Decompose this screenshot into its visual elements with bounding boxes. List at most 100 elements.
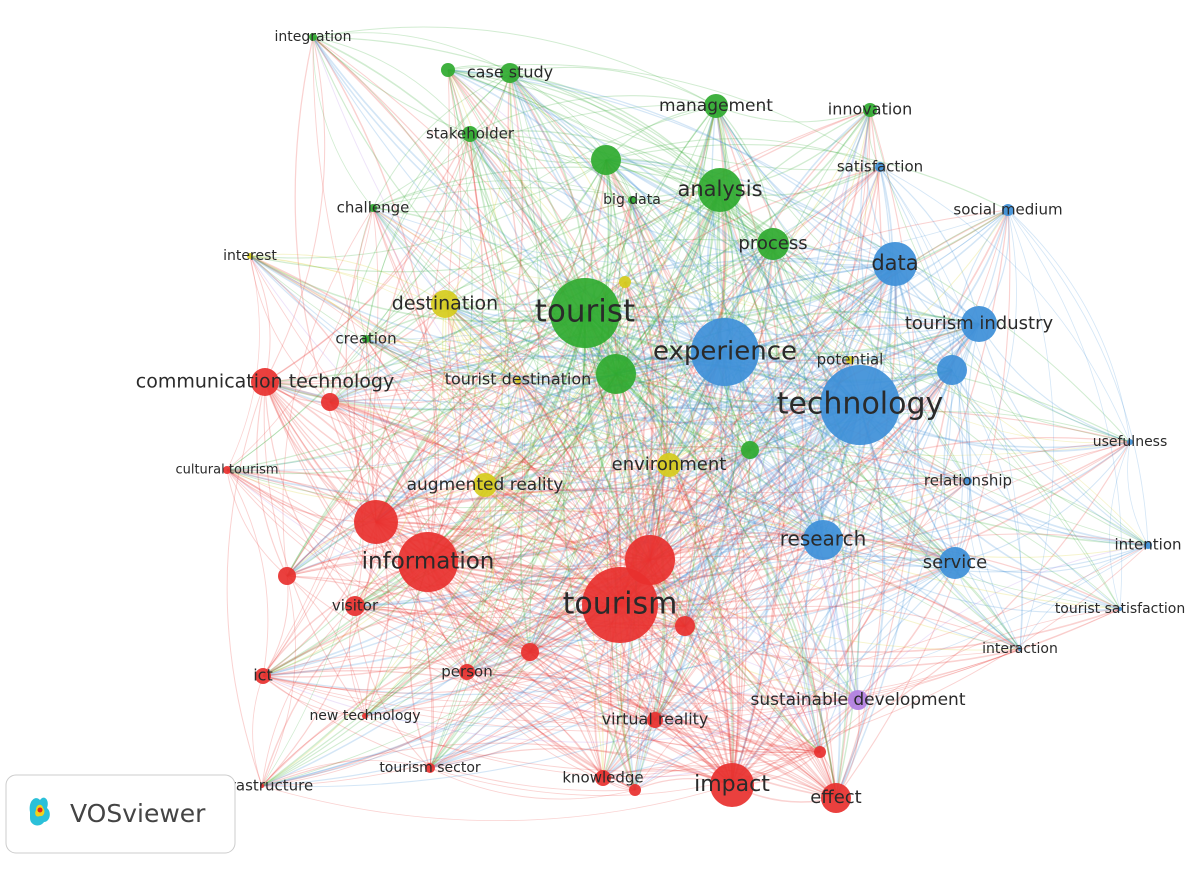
edge bbox=[261, 404, 861, 787]
node-label: analysis bbox=[677, 177, 762, 201]
edge bbox=[529, 404, 861, 653]
edge bbox=[226, 207, 374, 471]
edge bbox=[509, 72, 721, 191]
edge bbox=[249, 255, 486, 486]
edge bbox=[720, 351, 821, 753]
node-label: innovation bbox=[828, 100, 912, 119]
edge bbox=[715, 105, 871, 123]
edge bbox=[715, 105, 953, 371]
edge bbox=[372, 207, 859, 701]
node bbox=[675, 616, 695, 636]
edge bbox=[286, 159, 607, 577]
edge bbox=[749, 449, 859, 701]
edge bbox=[429, 369, 953, 769]
edge bbox=[226, 469, 288, 577]
edges bbox=[226, 26, 1149, 822]
edge bbox=[329, 72, 511, 403]
edge bbox=[365, 238, 774, 340]
edge bbox=[447, 69, 774, 245]
node bbox=[1127, 439, 1133, 445]
edge bbox=[584, 312, 837, 799]
edge bbox=[312, 36, 617, 375]
edge bbox=[372, 207, 651, 561]
edge bbox=[249, 255, 821, 753]
edge bbox=[427, 243, 774, 563]
node bbox=[757, 228, 789, 260]
edge bbox=[312, 26, 717, 107]
edge bbox=[264, 379, 519, 405]
edge bbox=[631, 199, 751, 451]
edge bbox=[509, 72, 726, 353]
node-label: infrastructure bbox=[211, 777, 313, 795]
edge bbox=[429, 379, 524, 769]
edge bbox=[226, 469, 821, 753]
edge bbox=[684, 533, 1149, 627]
edge bbox=[249, 255, 519, 381]
edge bbox=[605, 159, 980, 325]
edge bbox=[724, 351, 969, 482]
node bbox=[629, 784, 641, 796]
node bbox=[515, 377, 521, 383]
node-label: impact bbox=[694, 772, 770, 797]
edge bbox=[634, 699, 859, 791]
edge bbox=[978, 323, 1131, 443]
edge bbox=[584, 209, 1009, 318]
edge bbox=[615, 354, 1131, 443]
edge bbox=[684, 559, 956, 627]
edge bbox=[605, 138, 881, 168]
edge bbox=[264, 381, 621, 606]
edge bbox=[719, 189, 980, 325]
node bbox=[582, 567, 658, 643]
edge bbox=[978, 323, 1149, 546]
edge bbox=[943, 323, 980, 564]
edge bbox=[615, 310, 980, 375]
edge bbox=[427, 449, 751, 563]
node bbox=[247, 253, 253, 259]
edge bbox=[509, 72, 633, 201]
edge bbox=[226, 469, 356, 607]
edge bbox=[427, 189, 721, 563]
edge bbox=[509, 72, 774, 245]
edge bbox=[447, 69, 861, 406]
edge bbox=[226, 469, 859, 701]
edge bbox=[263, 381, 366, 717]
edge bbox=[429, 767, 636, 800]
edge bbox=[649, 538, 1121, 610]
edge bbox=[365, 338, 617, 383]
edge bbox=[822, 166, 892, 541]
edge bbox=[444, 303, 733, 786]
node bbox=[710, 763, 754, 807]
edge bbox=[859, 404, 1121, 610]
edge bbox=[427, 323, 980, 563]
labels: tourism information communication technolo… bbox=[136, 29, 1185, 808]
node bbox=[309, 33, 317, 41]
node-label: data bbox=[871, 251, 918, 275]
edge bbox=[584, 263, 896, 323]
edge bbox=[529, 281, 629, 653]
edge bbox=[447, 69, 733, 786]
edge bbox=[509, 72, 953, 371]
edge bbox=[427, 373, 617, 563]
edge bbox=[684, 625, 837, 799]
edge bbox=[262, 675, 366, 717]
edge bbox=[469, 133, 1021, 650]
edge bbox=[261, 521, 377, 787]
edge bbox=[772, 243, 953, 371]
logo: VOSviewer bbox=[5, 774, 236, 854]
edge bbox=[894, 263, 1149, 546]
edge bbox=[529, 651, 821, 753]
edge bbox=[261, 575, 296, 787]
edge bbox=[261, 351, 726, 787]
edge bbox=[357, 207, 374, 340]
edge bbox=[509, 72, 980, 325]
edge bbox=[427, 561, 821, 753]
node bbox=[550, 278, 620, 348]
edge bbox=[427, 561, 859, 702]
edge bbox=[249, 255, 733, 786]
edge bbox=[804, 404, 861, 753]
edge bbox=[466, 166, 881, 673]
node bbox=[521, 643, 539, 661]
edge bbox=[951, 209, 1009, 371]
node-label: tourist satisfaction bbox=[1055, 601, 1185, 617]
